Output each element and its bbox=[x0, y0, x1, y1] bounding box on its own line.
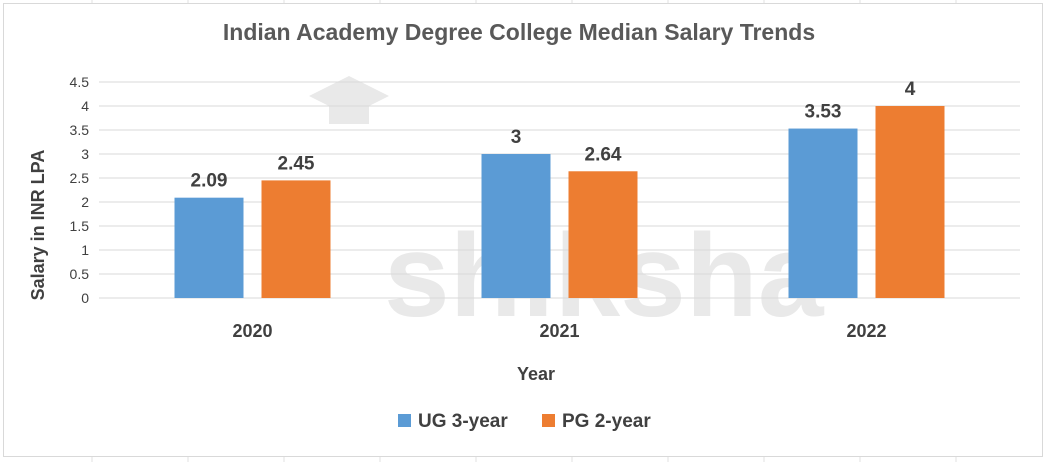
bar-pg-2021[interactable] bbox=[568, 171, 638, 298]
y-axis-ticks: 0 0.5 1 1.5 2 2.5 3 3.5 4 4.5 bbox=[70, 74, 90, 306]
bar-pg-2022[interactable] bbox=[875, 106, 945, 298]
data-labels: 2.09 2.45 3 2.64 3.53 4 bbox=[191, 79, 916, 192]
bars bbox=[174, 106, 945, 298]
x-axis-categories: 2020 2021 2022 bbox=[232, 321, 886, 341]
y-tick-label: 0.5 bbox=[70, 266, 90, 282]
legend-swatch bbox=[542, 414, 555, 427]
x-tick-label: 2020 bbox=[232, 321, 272, 341]
data-label: 2.09 bbox=[191, 171, 228, 192]
x-tick-label: 2021 bbox=[539, 321, 579, 341]
y-tick-label: 3 bbox=[81, 146, 89, 162]
chart-area[interactable]: shiksha Indian Academy Degree College Me… bbox=[3, 3, 1043, 457]
y-tick-label: 4.5 bbox=[70, 74, 90, 90]
y-tick-label: 1 bbox=[81, 242, 89, 258]
shiksha-watermark: shiksha bbox=[309, 76, 825, 342]
bar-pg-2020[interactable] bbox=[261, 180, 331, 298]
legend-label: UG 3-year bbox=[418, 411, 508, 432]
data-label: 3.53 bbox=[805, 102, 842, 123]
data-label: 2.64 bbox=[585, 144, 622, 165]
y-tick-label: 2.5 bbox=[70, 170, 90, 186]
y-axis-title: Salary in INR LPA bbox=[28, 150, 48, 301]
data-label: 3 bbox=[511, 127, 522, 148]
x-tick-label: 2022 bbox=[846, 321, 886, 341]
bar-ug-2021[interactable] bbox=[481, 154, 551, 298]
gridlines bbox=[99, 81, 1020, 299]
legend-swatch bbox=[398, 414, 411, 427]
y-tick-label: 4 bbox=[81, 98, 89, 114]
y-tick-label: 1.5 bbox=[70, 218, 90, 234]
bar-ug-2022[interactable] bbox=[788, 128, 858, 298]
bar-ug-2020[interactable] bbox=[174, 197, 244, 298]
y-tick-label: 0 bbox=[81, 290, 89, 306]
data-label: 2.45 bbox=[278, 153, 315, 174]
bar-chart: shiksha Indian Academy Degree College Me… bbox=[28, 19, 1020, 432]
legend-label: PG 2-year bbox=[562, 411, 651, 432]
data-label: 4 bbox=[905, 79, 916, 100]
x-axis-title: Year bbox=[517, 364, 555, 384]
chart-title: Indian Academy Degree College Median Sal… bbox=[223, 19, 815, 45]
y-tick-label: 3.5 bbox=[70, 122, 90, 138]
legend: UG 3-year PG 2-year bbox=[398, 411, 651, 432]
watermark-cap-base bbox=[329, 104, 369, 124]
y-tick-label: 2 bbox=[81, 194, 89, 210]
